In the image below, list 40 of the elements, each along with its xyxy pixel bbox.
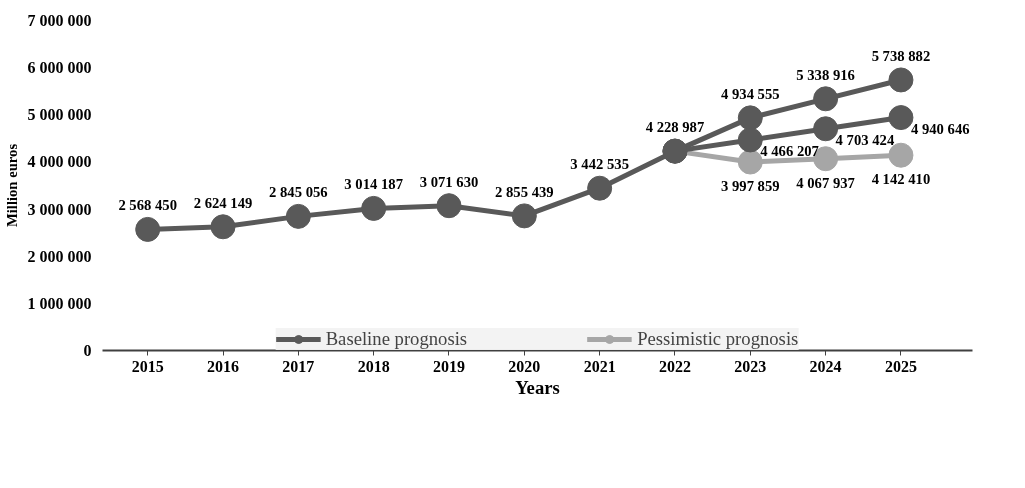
x-tick-label: 2020 — [508, 357, 541, 375]
x-axis-title: Years — [515, 376, 560, 398]
y-tick-label: 5 000 000 — [27, 106, 92, 124]
y-tick-label: 1 000 000 — [27, 294, 92, 312]
data-label: 5 338 916 — [796, 66, 855, 83]
y-tick-label: 3 000 000 — [27, 200, 92, 218]
x-tick-label: 2016 — [207, 357, 240, 375]
x-tick-label: 2015 — [131, 357, 164, 375]
x-tick-label: 2021 — [583, 357, 616, 375]
data-label: 4 228 987 — [645, 119, 705, 136]
data-label: 4 466 207 — [760, 142, 819, 159]
x-tick-label: 2025 — [884, 357, 917, 375]
data-label: 4 703 424 — [835, 131, 895, 148]
data-label: 2 568 450 — [118, 197, 178, 214]
y-tick-label: 4 000 000 — [27, 153, 92, 171]
legend-label: Baseline prognosis — [325, 328, 468, 350]
x-tick-label: 2017 — [282, 357, 315, 375]
data-label: 4 940 646 — [910, 120, 970, 137]
x-tick-label: 2018 — [357, 357, 390, 375]
y-tick-label: 0 — [83, 342, 92, 359]
x-tick-label: 2023 — [734, 357, 767, 375]
data-label: 4 934 555 — [720, 85, 780, 102]
data-label: 2 855 439 — [495, 183, 554, 200]
data-label: 4 142 410 — [871, 171, 931, 188]
x-tick-label: 2024 — [809, 357, 842, 375]
legend-label: Pessimistic prognosis — [637, 328, 799, 350]
data-label: 3 071 630 — [419, 173, 479, 190]
data-label: 2 624 149 — [193, 194, 253, 211]
data-label: 3 014 187 — [344, 176, 403, 193]
y-axis-title: Million euros — [3, 143, 20, 228]
x-tick-label: 2022 — [658, 357, 691, 375]
x-tick-label: 2019 — [432, 357, 465, 375]
data-label: 4 067 937 — [796, 174, 855, 191]
y-tick-label: 6 000 000 — [27, 59, 92, 77]
y-tick-label: 7 000 000 — [27, 12, 92, 29]
data-label: 3 442 535 — [570, 156, 629, 173]
y-tick-label: 2 000 000 — [27, 247, 92, 265]
data-label: 3 997 859 — [720, 178, 780, 195]
data-label: 5 738 882 — [871, 47, 931, 64]
data-label: 2 845 056 — [269, 184, 328, 201]
